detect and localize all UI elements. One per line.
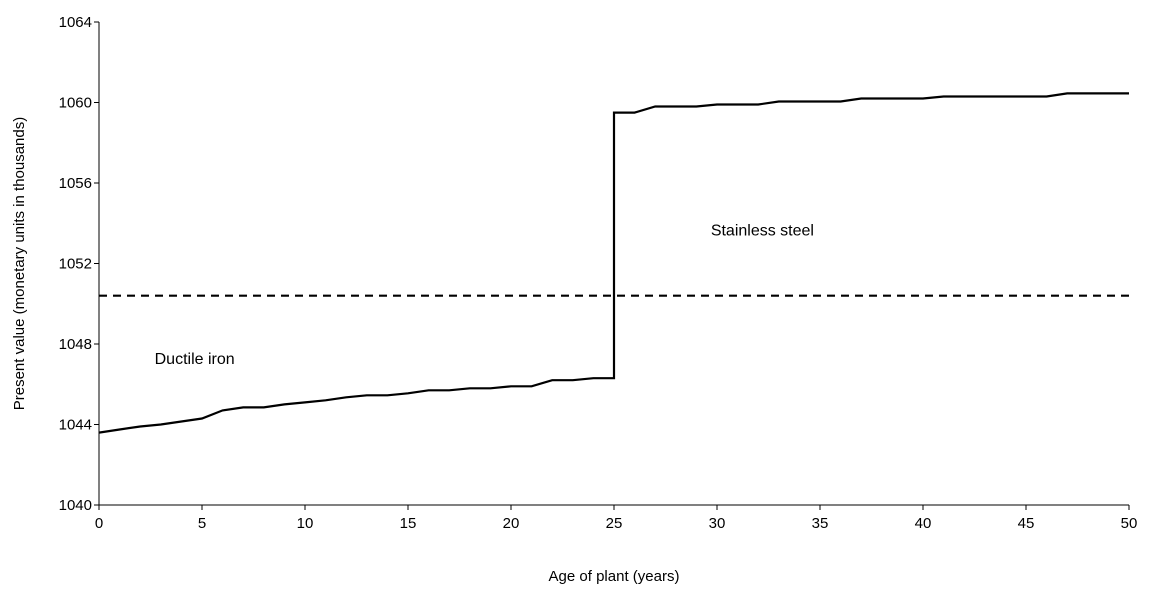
annotation-label: Ductile iron: [155, 351, 235, 368]
y-tick-label: 1048: [59, 336, 92, 353]
present-value-line: [98, 92, 1129, 434]
x-tick-label: 30: [709, 515, 726, 532]
x-tick-label: 10: [297, 515, 314, 532]
x-tick-label: 50: [1121, 515, 1138, 532]
y-tick-label: 1064: [59, 14, 92, 31]
y-tick-label: 1052: [59, 256, 92, 273]
annotations: Ductile iron Stainless steel: [155, 222, 814, 368]
y-tick-label: 1044: [59, 417, 92, 434]
ticks: 1040 1044 1048 1052 1056 1060 1064 0 5 10 15 20 25 30…: [59, 14, 1138, 532]
y-tick-label: 1040: [59, 497, 92, 514]
x-tick-label: 5: [198, 515, 206, 532]
series: [98, 92, 1129, 434]
x-tick-label: 15: [400, 515, 417, 532]
x-tick-label: 35: [812, 515, 829, 532]
x-tick-label: 20: [503, 515, 520, 532]
x-tick-label: 40: [915, 515, 932, 532]
y-tick-label: 1056: [59, 175, 92, 192]
annotation-label: Stainless steel: [711, 222, 814, 239]
x-tick-label: 0: [95, 515, 103, 532]
x-tick-label: 45: [1018, 515, 1035, 532]
x-tick-label: 25: [606, 515, 623, 532]
y-axis-title: Present value (monetary units in thousan…: [11, 117, 28, 411]
x-axis-title: Age of plant (years): [549, 568, 680, 585]
y-tick-label: 1060: [59, 95, 92, 112]
